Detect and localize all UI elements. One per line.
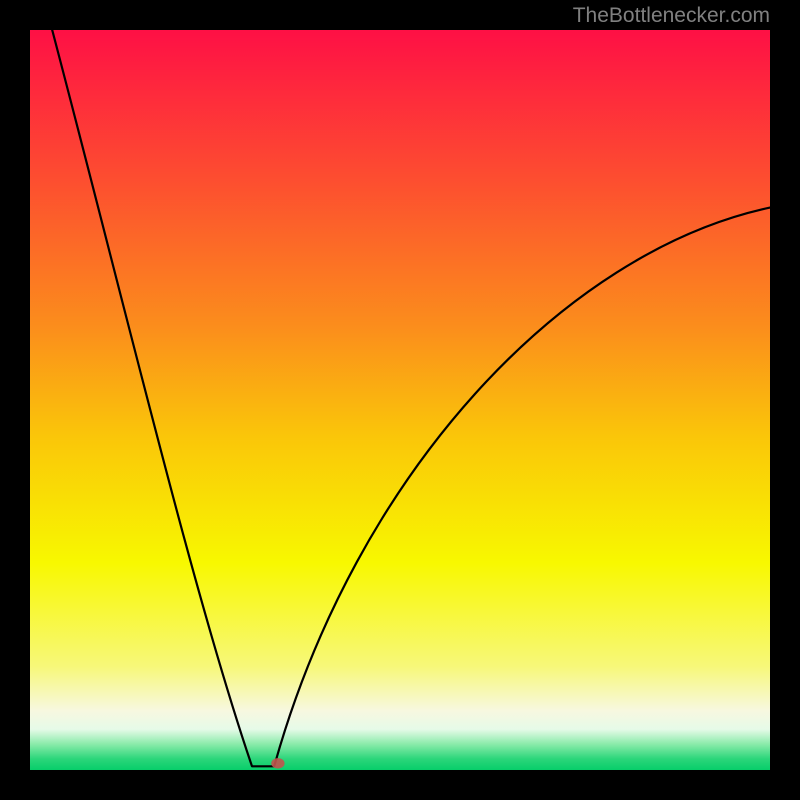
optimal-point-marker: [271, 758, 284, 768]
watermark: TheBottlenecker.com: [573, 4, 770, 28]
stage: TheBottlenecker.com: [0, 0, 800, 800]
plot-background: [30, 30, 770, 770]
plot-svg: [0, 0, 800, 800]
